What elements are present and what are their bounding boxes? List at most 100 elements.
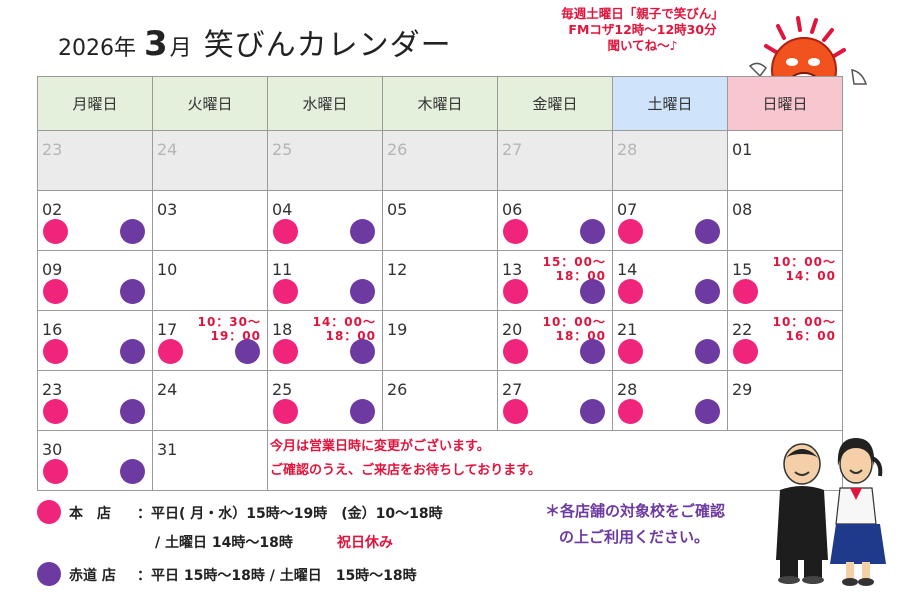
day-number: 25	[272, 140, 293, 159]
calendar-day-cell: 01	[727, 130, 843, 191]
calendar-day-cell: 23	[37, 370, 153, 431]
main-store-open-dot-icon	[158, 339, 183, 364]
calendar-week-row: 09 10 11 12 13 15：00～ 18：00 14 15 10：00～ 14：00	[37, 250, 843, 311]
calendar-day-cell: 03	[152, 190, 268, 251]
calendar-day-cell: 07	[612, 190, 728, 251]
weekday-sat: 土曜日	[612, 76, 728, 131]
weekday-fri: 金曜日	[497, 76, 613, 131]
branch-store-name: 赤道 店	[69, 568, 116, 584]
side-note-line-1: ＊各店舗の対象校をご確認	[545, 502, 726, 520]
branch-store-open-dot-icon	[120, 459, 145, 484]
calendar-week-row: 16 17 10：30～ 19：00 18 14：00～ 18：00 19 20 10：00～…	[37, 310, 843, 371]
calendar-day-cell: 10	[152, 250, 268, 311]
calendar-day-cell: 22 10：00～ 16：00	[727, 310, 843, 371]
main-store-open-dot-icon	[43, 219, 68, 244]
calendar-day-cell: 08	[727, 190, 843, 251]
side-note-line-2: の上ご利用ください。	[559, 528, 710, 546]
branch-store-open-dot-icon	[580, 279, 605, 304]
branch-store-open-dot-icon	[120, 339, 145, 364]
radio-notice: 毎週土曜日「親子で笑びん」 FMコザ12時～12時30分 聞いてね～♪	[535, 6, 750, 54]
day-number: 28	[617, 380, 638, 399]
main-store-dot-icon	[37, 500, 61, 524]
day-number: 19	[387, 320, 408, 339]
main-store-hours-2: / 土曜日 14時～18時	[155, 535, 293, 551]
calendar-day-cell: 25	[267, 130, 383, 191]
calendar-day-cell: 14	[612, 250, 728, 311]
special-hours: 10：00～ 14：00	[772, 255, 836, 283]
day-number: 13	[502, 260, 523, 279]
calendar-day-cell: 24	[152, 130, 268, 191]
weekday-wed: 水曜日	[267, 76, 383, 131]
calendar-week-row: 30 31 今月は営業日時に変更がございます。 ご確認のうえ、ご来店をお待ちしておりま…	[37, 430, 843, 491]
main-store-name: 本 店	[69, 506, 111, 522]
calendar-week-row: 23 24 25 26 27 28 01	[37, 130, 843, 191]
calendar-day-cell: 05	[382, 190, 498, 251]
day-number: 07	[617, 200, 638, 219]
main-store-open-dot-icon	[43, 459, 68, 484]
day-number: 23	[42, 380, 63, 399]
day-number: 14	[617, 260, 638, 279]
main-store-open-dot-icon	[43, 279, 68, 304]
main-store-open-dot-icon	[43, 339, 68, 364]
day-number: 17	[157, 320, 178, 339]
calendar-day-cell: 26	[382, 370, 498, 431]
branch-store-open-dot-icon	[120, 279, 145, 304]
side-note: ＊各店舗の対象校をご確認 の上ご利用ください。	[545, 498, 725, 550]
calendar-day-cell: 23	[37, 130, 153, 191]
main-store-open-dot-icon	[503, 219, 528, 244]
day-number: 31	[157, 440, 178, 459]
day-number: 28	[617, 140, 638, 159]
title-month: 3	[144, 24, 168, 64]
title-name: 笑びんカレンダー	[203, 28, 452, 63]
day-number: 30	[42, 440, 63, 459]
calendar-day-cell: 06	[497, 190, 613, 251]
main-store-open-dot-icon	[733, 279, 758, 304]
day-number: 26	[387, 380, 408, 399]
branch-store-open-dot-icon	[695, 219, 720, 244]
day-number: 29	[732, 380, 753, 399]
day-number: 06	[502, 200, 523, 219]
main-store-open-dot-icon	[618, 339, 643, 364]
branch-store-open-dot-icon	[350, 399, 375, 424]
main-store-open-dot-icon	[273, 279, 298, 304]
day-number: 09	[42, 260, 63, 279]
day-number: 02	[42, 200, 63, 219]
calendar-day-cell: 27	[497, 130, 613, 191]
radio-line-3: 聞いてね～♪	[607, 38, 678, 53]
main-store-open-dot-icon	[503, 399, 528, 424]
day-number: 11	[272, 260, 293, 279]
calendar-title: 2026年 3 月 笑びんカレンダー	[58, 20, 452, 70]
calendar-day-cell: 25	[267, 370, 383, 431]
day-number: 18	[272, 320, 293, 339]
title-year: 2026年	[58, 36, 136, 61]
day-number: 16	[42, 320, 63, 339]
weekday-mon: 月曜日	[37, 76, 153, 131]
radio-line-2: FMコザ12時～12時30分	[568, 22, 717, 37]
branch-store-open-dot-icon	[350, 219, 375, 244]
calendar-day-cell: 16	[37, 310, 153, 371]
day-number: 24	[157, 140, 178, 159]
weekday-sun: 日曜日	[727, 76, 843, 131]
main-store-open-dot-icon	[503, 339, 528, 364]
day-number: 15	[732, 260, 753, 279]
branch-store-open-dot-icon	[695, 339, 720, 364]
calendar-day-cell: 09	[37, 250, 153, 311]
calendar-day-cell: 28	[612, 370, 728, 431]
branch-store-open-dot-icon	[120, 219, 145, 244]
calendar-day-cell: 02	[37, 190, 153, 251]
day-number: 05	[387, 200, 408, 219]
calendar-day-cell: 24	[152, 370, 268, 431]
main-store-open-dot-icon	[43, 399, 68, 424]
branch-store-open-dot-icon	[350, 339, 375, 364]
notice-line-1: 今月は営業日時に変更がございます。	[270, 439, 490, 454]
day-number: 23	[42, 140, 63, 159]
calendar-day-cell: 21	[612, 310, 728, 371]
day-number: 24	[157, 380, 178, 399]
day-number: 21	[617, 320, 638, 339]
day-number: 26	[387, 140, 408, 159]
main-store-hours-1: ：平日( 月・水）15時～19時 (金）10～18時	[137, 506, 443, 522]
calendar-day-cell: 27	[497, 370, 613, 431]
calendar-day-cell: 31	[152, 430, 268, 491]
main-store-open-dot-icon	[273, 399, 298, 424]
weekday-tue: 火曜日	[152, 76, 268, 131]
